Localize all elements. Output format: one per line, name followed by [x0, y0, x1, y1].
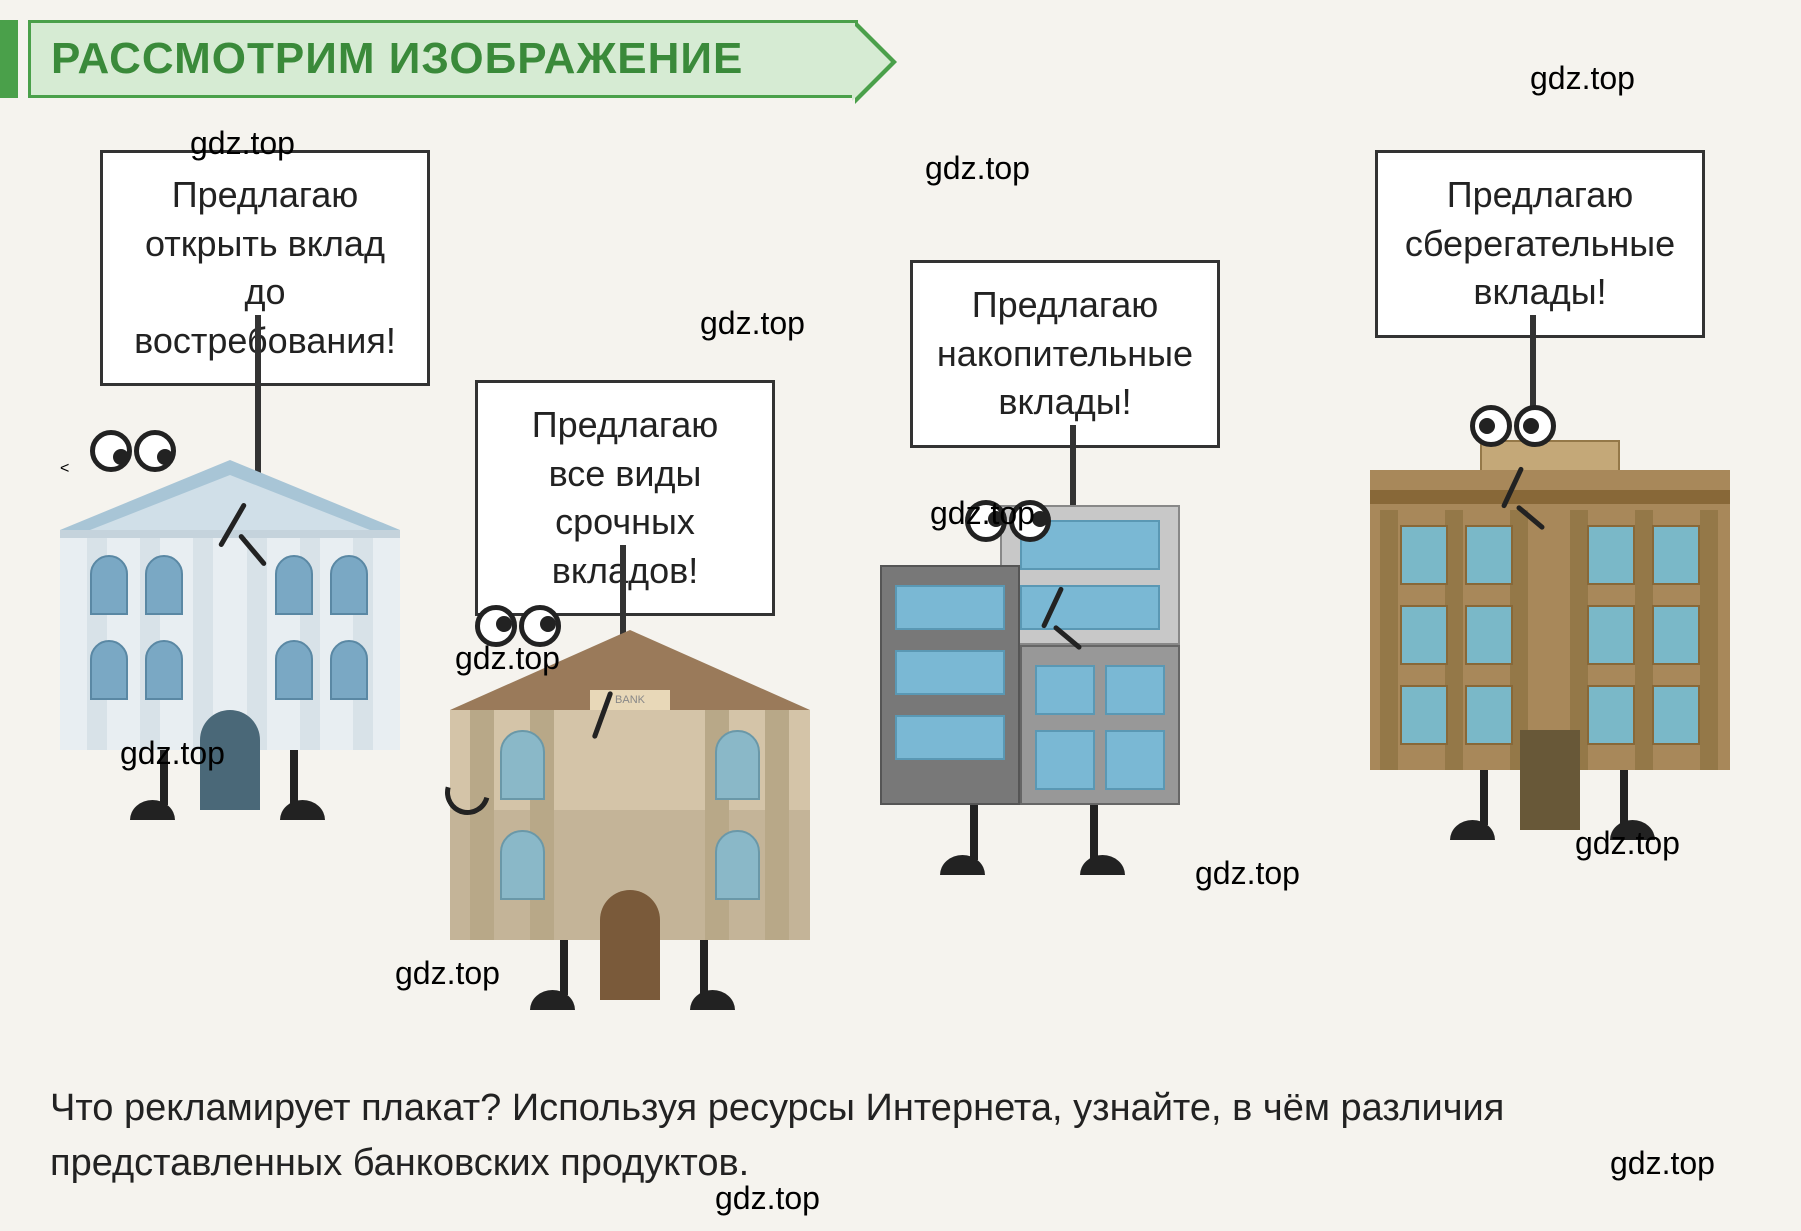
- header-accent-bar: [0, 20, 18, 98]
- watermark-text: gdz.top: [1575, 825, 1680, 862]
- illustration-area: Предлагаю открыть вклад до востребования…: [0, 130, 1801, 1020]
- bank-2-door: [600, 890, 660, 1000]
- bank-4-door: [1520, 730, 1580, 830]
- watermark-text: gdz.top: [925, 150, 1030, 187]
- bank-4-eyes-icon: [1470, 405, 1556, 447]
- watermark-text: gdz.top: [120, 735, 225, 772]
- bank-1-eyes-icon: [90, 430, 176, 472]
- bank-building-3: [880, 505, 1180, 865]
- watermark-text: gdz.top: [700, 305, 805, 342]
- watermark-text: gdz.top: [1610, 1145, 1715, 1182]
- watermark-text: gdz.top: [190, 125, 295, 162]
- bank-sign-1: Предлагаю открыть вклад до востребования…: [100, 150, 430, 386]
- watermark-text: gdz.top: [1195, 855, 1300, 892]
- question-text: Что рекламирует плакат? Используя ресурс…: [50, 1081, 1751, 1191]
- watermark-text: gdz.top: [455, 640, 560, 677]
- section-header-banner: РАССМОТРИМ ИЗОБРАЖЕНИЕ: [28, 20, 858, 98]
- bank-building-1: <: [60, 460, 400, 810]
- watermark-text: gdz.top: [395, 955, 500, 992]
- bank-building-4: [1370, 470, 1730, 830]
- bank-building-2: BANK: [450, 630, 810, 1000]
- watermark-text: gdz.top: [1530, 60, 1635, 97]
- watermark-text: gdz.top: [715, 1180, 820, 1217]
- bank-sign-4: Предлагаю сберегательные вклады!: [1375, 150, 1705, 338]
- bank-sign-3: Предлагаю накопительные вклады!: [910, 260, 1220, 448]
- section-header-title: РАССМОТРИМ ИЗОБРАЖЕНИЕ: [51, 34, 743, 84]
- watermark-text: gdz.top: [930, 495, 1035, 532]
